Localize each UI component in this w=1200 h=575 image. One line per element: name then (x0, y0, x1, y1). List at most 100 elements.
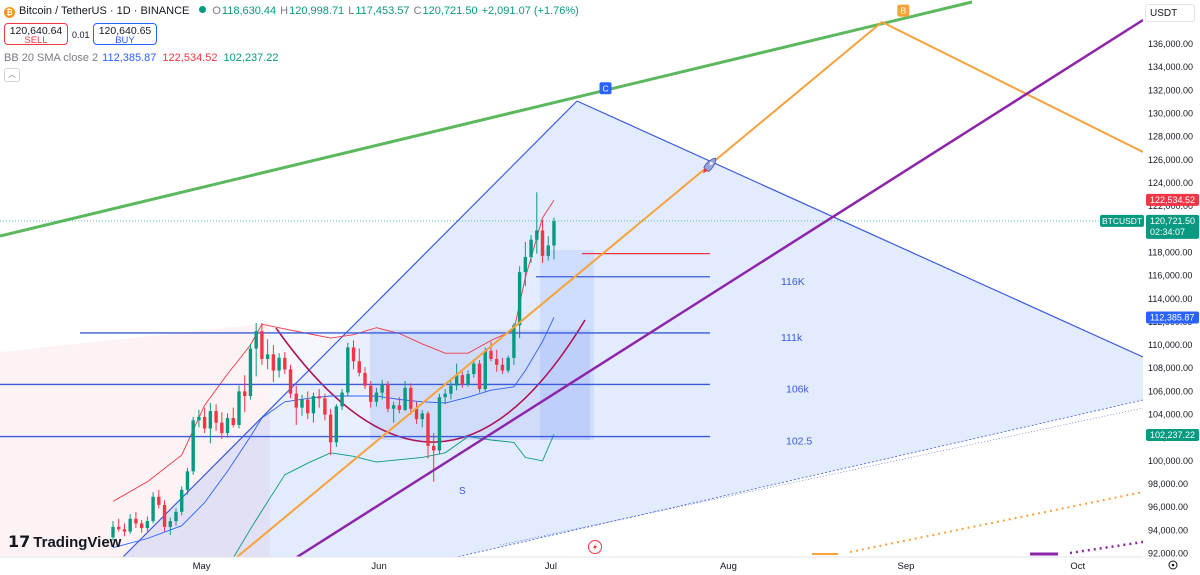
sell-label: SELL (24, 35, 48, 46)
candle-body (254, 331, 258, 349)
orange-dotted-projection (849, 491, 1143, 553)
close-label: C (413, 5, 422, 17)
pattern-point-label: C (602, 83, 608, 93)
candle-body (157, 496, 161, 505)
candle-body (477, 363, 482, 390)
price-tick-label: 134,000.00 (1148, 62, 1193, 72)
candle-body (214, 411, 218, 423)
time-tick-label: May (193, 561, 211, 572)
candle-body (454, 375, 459, 386)
open-value: 118,630.44 (221, 5, 277, 17)
candle-body (540, 230, 545, 256)
candle-body (243, 391, 247, 397)
symbol-title[interactable]: Bitcoin / TetherUS · 1D · BINANCE (19, 5, 190, 17)
indicator-legend[interactable]: BB 20 SMA close 2 112,385.87 122,534.52 102… (4, 52, 279, 64)
price-tick-label: 132,000.00 (1148, 85, 1193, 95)
price-tick-label: 128,000.00 (1148, 132, 1193, 142)
buy-button[interactable]: 120,640.65 BUY (93, 23, 157, 46)
indicator-upper: 122,534.52 (162, 52, 218, 64)
time-axis[interactable] (0, 557, 1200, 575)
price-tick-label: 118,000.00 (1148, 247, 1192, 257)
candle-body (334, 406, 339, 443)
price-axis[interactable] (1143, 0, 1200, 557)
buy-price: 120,640.65 (98, 25, 152, 37)
price-axis-badge-text: 102,237.22 (1150, 430, 1195, 440)
time-tick-label: Sep (898, 561, 915, 572)
price-tick-label: 104,000.00 (1148, 410, 1193, 420)
rocket-icon (702, 157, 717, 174)
triangle-right-edge[interactable] (576, 100, 1143, 358)
bitcoin-icon: ₿ (4, 7, 15, 18)
pattern-point-label: B (900, 6, 906, 16)
pattern-point-marker[interactable] (897, 4, 910, 17)
low-value: 117,453.57 (355, 5, 410, 17)
sell-price: 120,640.64 (9, 25, 63, 37)
candle-body (128, 518, 132, 532)
currency-selector[interactable]: USDT (1145, 4, 1195, 22)
shaded-zone-breakout (540, 250, 594, 440)
sell-button[interactable]: 120,640.64 SELL (4, 23, 68, 46)
candle-body (162, 504, 167, 527)
triangle-bottom-edge[interactable] (400, 399, 1143, 570)
candle-body (168, 521, 172, 527)
market-status-icon (199, 6, 207, 13)
price-tick-label: 94,000.00 (1148, 525, 1188, 535)
lightning-icon[interactable] (588, 540, 602, 554)
settings-icon[interactable] (1168, 560, 1178, 570)
candle-body (288, 369, 293, 394)
price-tick-label: 126,000.00 (1148, 155, 1193, 165)
candle-body (529, 239, 533, 258)
last-price-label: BTCUSDT 120,721.50 02:34:07 (1100, 214, 1199, 239)
pattern-point-marker[interactable] (599, 82, 612, 95)
candle-body (300, 399, 304, 408)
candle-body (374, 392, 379, 402)
candle-body (517, 272, 522, 326)
price-tick-label: 116,000.00 (1148, 271, 1192, 281)
time-axis-ticks: May Jun Jul Aug Sep Oct (193, 561, 1086, 572)
price-tick-label: 92,000.00 (1148, 549, 1188, 559)
indicator-name: BB 20 SMA close 2 (4, 52, 99, 64)
candle-body (294, 393, 298, 408)
candle-body (185, 471, 190, 490)
candle-body (231, 418, 235, 425)
candle-body (260, 331, 264, 359)
candle-body (306, 399, 310, 414)
candle-body (145, 521, 150, 529)
candle-body (197, 416, 201, 421)
level-label: 102.5 (786, 436, 812, 448)
orange-trendline[interactable] (236, 21, 883, 557)
level-label: 111k (781, 332, 803, 344)
collapse-legend-icon[interactable]: ︿ (4, 68, 20, 82)
cup-arc[interactable] (275, 319, 586, 443)
candle-body (546, 245, 550, 256)
green-trendline[interactable] (0, 0, 973, 238)
price-tick-label: 130,000.00 (1148, 108, 1193, 118)
bb-lower-band (233, 434, 555, 557)
indicator-basis: 112,385.87 (102, 52, 157, 64)
price-tick-label: 110,000.00 (1148, 340, 1192, 350)
price-tick-label: 108,000.00 (1148, 363, 1193, 373)
last-price-symbol: BTCUSDT (1102, 216, 1142, 226)
candle-body (380, 384, 384, 393)
candle-body (111, 526, 115, 538)
candle-body (523, 257, 528, 273)
candle-body (346, 347, 350, 393)
candle-body (323, 398, 327, 415)
orange-projection-down[interactable] (881, 21, 1143, 153)
candle-body (466, 374, 470, 385)
candle-body (420, 413, 424, 420)
buy-label: BUY (115, 35, 135, 46)
price-axis-badge (1146, 193, 1199, 206)
candle-body (220, 422, 224, 434)
change-value: +2,091.07 (+1.76%) (481, 5, 579, 17)
price-axis-labels: 122,534.52 112,385.87 102,237.22 (1146, 193, 1199, 441)
candle-body (283, 357, 287, 370)
last-price-value: 120,721.50 (1150, 216, 1195, 226)
candle-body (489, 350, 493, 359)
purple-trendline[interactable] (296, 18, 1143, 557)
level-label: 116K (781, 276, 805, 288)
price-tick-label: 96,000.00 (1148, 502, 1188, 512)
candle-body (449, 385, 453, 394)
candle-body (311, 396, 316, 414)
